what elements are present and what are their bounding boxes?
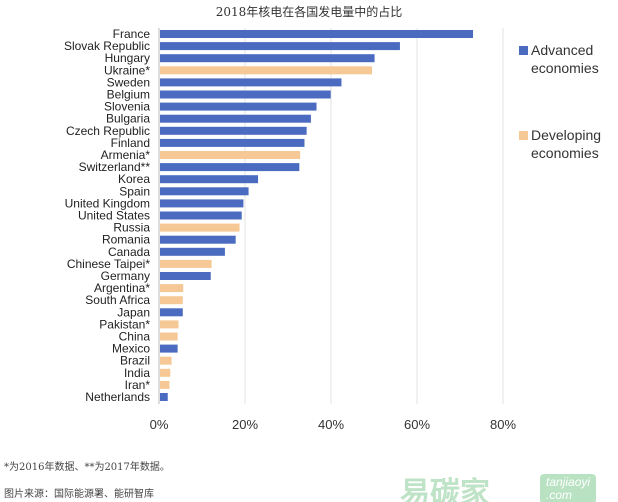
category-label: Korea bbox=[118, 172, 150, 186]
bar bbox=[160, 320, 179, 329]
category-label: Chinese Taipei* bbox=[67, 257, 150, 271]
category-label: Bulgaria bbox=[106, 112, 150, 126]
bar bbox=[160, 393, 168, 401]
bar bbox=[160, 199, 244, 208]
category-label: Brazil bbox=[120, 354, 150, 368]
category-label: Iran* bbox=[125, 378, 151, 392]
bar bbox=[160, 368, 171, 377]
category-label: Czech Republic bbox=[66, 124, 150, 138]
category-label: Slovenia bbox=[104, 100, 150, 114]
bar bbox=[160, 187, 249, 196]
bar bbox=[160, 90, 331, 99]
category-label: Netherlands bbox=[85, 390, 150, 404]
bar bbox=[160, 332, 178, 341]
legend-swatch-advanced bbox=[519, 46, 528, 55]
category-label: United Kingdom bbox=[65, 196, 150, 210]
category-label: Finland bbox=[111, 136, 150, 150]
category-label: France bbox=[113, 27, 151, 41]
bar bbox=[160, 30, 474, 38]
bar bbox=[160, 223, 240, 232]
category-label: Japan bbox=[117, 305, 150, 319]
bar bbox=[160, 78, 342, 87]
bar bbox=[160, 344, 178, 353]
legend-label: Developing bbox=[531, 127, 602, 143]
source-note: 图片来源：国际能源署、能研智库 bbox=[4, 489, 154, 500]
bar bbox=[160, 114, 311, 123]
category-label: Argentina* bbox=[94, 281, 150, 295]
watermark-logo: 易碳家 bbox=[400, 477, 490, 502]
category-label: India bbox=[124, 366, 150, 380]
category-label: United States bbox=[78, 209, 150, 223]
footnote: *为2016年数据、**为2017年数据。 bbox=[4, 462, 170, 473]
legend-swatch-developing bbox=[519, 131, 528, 140]
x-tick-label: 0% bbox=[150, 417, 169, 432]
category-label: Hungary bbox=[105, 51, 150, 65]
category-label: China bbox=[119, 330, 151, 344]
category-label: Spain bbox=[119, 184, 150, 198]
category-label: Germany bbox=[101, 269, 150, 283]
legend-developing: Developing economies bbox=[519, 126, 601, 162]
bar bbox=[160, 102, 317, 111]
category-label: Sweden bbox=[107, 75, 150, 89]
bar bbox=[160, 272, 211, 280]
category-label: Canada bbox=[108, 245, 150, 259]
category-label: Pakistan* bbox=[99, 317, 150, 331]
category-label: Slovak Republic bbox=[64, 39, 150, 53]
watermark-url: tanjiaoyi .com bbox=[540, 474, 597, 502]
bar bbox=[160, 308, 183, 317]
x-tick-label: 60% bbox=[404, 417, 430, 432]
category-label: Romania bbox=[102, 233, 150, 247]
bar bbox=[160, 66, 372, 75]
bar bbox=[160, 175, 259, 184]
legend-advanced: Advanced economies bbox=[519, 41, 599, 77]
category-label: Belgium bbox=[107, 88, 150, 102]
bar bbox=[160, 380, 170, 389]
bar bbox=[160, 126, 307, 135]
bar bbox=[160, 42, 400, 51]
bar bbox=[160, 296, 183, 305]
bar bbox=[160, 211, 242, 220]
bar bbox=[160, 163, 300, 172]
x-tick-label: 40% bbox=[318, 417, 344, 432]
category-label: Ukraine* bbox=[104, 63, 150, 77]
category-label: Mexico bbox=[112, 342, 150, 356]
legend-label: economies bbox=[531, 60, 599, 76]
bar bbox=[160, 356, 172, 365]
chart-title: 2018年核电在各国发电量中的占比 bbox=[215, 5, 403, 19]
category-label: Armenia* bbox=[101, 148, 151, 162]
bar bbox=[160, 151, 301, 159]
category-label: Russia bbox=[113, 221, 150, 235]
legend-label: economies bbox=[531, 145, 599, 161]
bar bbox=[160, 259, 212, 268]
bar bbox=[160, 54, 375, 63]
category-label: South Africa bbox=[85, 293, 150, 307]
x-tick-label: 80% bbox=[490, 417, 516, 432]
bar bbox=[160, 247, 225, 256]
legend-label: Advanced bbox=[531, 42, 594, 58]
bar bbox=[160, 235, 236, 244]
category-label: Switzerland** bbox=[79, 160, 151, 174]
x-tick-label: 20% bbox=[232, 417, 258, 432]
bar bbox=[160, 284, 184, 293]
bar bbox=[160, 138, 305, 147]
